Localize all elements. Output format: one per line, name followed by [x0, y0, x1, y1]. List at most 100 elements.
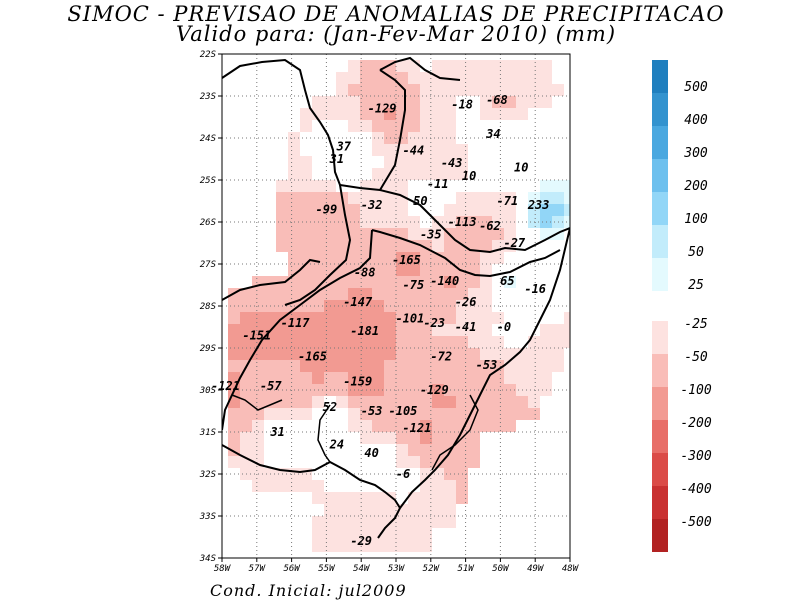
field-cell	[504, 60, 516, 72]
field-cell	[276, 396, 288, 408]
field-cell	[336, 84, 348, 96]
field-cell	[288, 288, 300, 300]
field-cell	[396, 108, 408, 120]
anomaly-value: -129	[368, 102, 397, 116]
field-cell	[360, 348, 372, 360]
field-cell	[420, 432, 432, 444]
colorbar-swatch	[652, 258, 668, 291]
field-cell	[480, 324, 492, 336]
colorbar-label: 25	[688, 278, 704, 293]
anomaly-value: -105	[389, 404, 418, 418]
field-cell	[300, 156, 312, 168]
field-cell	[324, 312, 336, 324]
field-cell	[228, 348, 240, 360]
field-cell	[228, 432, 240, 444]
field-cell	[312, 492, 324, 504]
field-cell	[384, 432, 396, 444]
anomaly-value: -99	[316, 202, 338, 216]
field-cell	[300, 336, 312, 348]
field-cell	[288, 168, 300, 180]
field-cell	[468, 444, 480, 456]
field-cell	[468, 288, 480, 300]
field-cell	[444, 492, 456, 504]
field-cell	[528, 84, 540, 96]
field-cell	[468, 312, 480, 324]
field-cell	[420, 72, 432, 84]
field-cell	[396, 540, 408, 552]
field-cell	[372, 72, 384, 84]
field-cell	[480, 312, 492, 324]
field-cell	[444, 408, 456, 420]
field-cell	[480, 288, 492, 300]
field-cell	[336, 372, 348, 384]
anomaly-value: -57	[260, 379, 282, 393]
field-cell	[552, 360, 564, 372]
field-cell	[372, 540, 384, 552]
field-cell	[348, 528, 360, 540]
field-cell	[540, 180, 552, 192]
colorbar-swatch	[652, 519, 668, 552]
field-cell	[348, 84, 360, 96]
field-cell	[384, 312, 396, 324]
map-subtitle: Valido para: (Jan-Fev-Mar 2010) (mm)	[175, 22, 617, 46]
field-cell	[348, 492, 360, 504]
colorbar-swatch	[652, 93, 668, 126]
field-cell	[324, 516, 336, 528]
field-cell	[360, 204, 372, 216]
field-cell	[324, 528, 336, 540]
field-cell	[396, 456, 408, 468]
field-cell	[456, 360, 468, 372]
field-cell	[480, 348, 492, 360]
field-cell	[276, 336, 288, 348]
field-cell	[372, 312, 384, 324]
colorbar-label: -400	[680, 482, 711, 497]
field-cell	[372, 336, 384, 348]
field-cell	[264, 360, 276, 372]
field-cell	[360, 396, 372, 408]
field-cell	[396, 528, 408, 540]
field-cell	[252, 480, 264, 492]
field-cell	[396, 324, 408, 336]
field-cell	[420, 516, 432, 528]
field-cell	[432, 336, 444, 348]
lon-tick-label: 54W	[353, 564, 371, 574]
field-cell	[372, 516, 384, 528]
anomaly-value: -165	[298, 349, 327, 363]
field-cell	[444, 252, 456, 264]
colorbar-swatch	[652, 453, 668, 486]
field-cell	[372, 420, 384, 432]
field-cell	[396, 408, 408, 420]
field-cell	[396, 60, 408, 72]
field-cell	[456, 156, 468, 168]
field-cell	[348, 252, 360, 264]
field-cell	[348, 108, 360, 120]
field-cell	[324, 192, 336, 204]
field-cell	[408, 144, 420, 156]
anomaly-value: -62	[479, 219, 501, 233]
field-cell	[540, 336, 552, 348]
field-cell	[288, 408, 300, 420]
field-cell	[228, 408, 240, 420]
field-cell	[420, 96, 432, 108]
field-cell	[300, 180, 312, 192]
field-cell	[384, 192, 396, 204]
colorbar-label: 200	[684, 179, 708, 194]
field-cell	[492, 348, 504, 360]
colorbar-swatch	[652, 486, 668, 519]
field-cell	[360, 240, 372, 252]
field-cell	[312, 372, 324, 384]
field-cell	[480, 360, 492, 372]
field-cell	[420, 312, 432, 324]
field-cell	[312, 108, 324, 120]
anomaly-value: 50	[413, 194, 427, 208]
field-cell	[324, 360, 336, 372]
field-cell	[240, 420, 252, 432]
field-cell	[396, 432, 408, 444]
field-cell	[516, 84, 528, 96]
field-cell	[288, 480, 300, 492]
field-cell	[492, 360, 504, 372]
anomaly-value: -88	[354, 265, 376, 279]
field-cell	[420, 324, 432, 336]
field-cell	[456, 408, 468, 420]
field-cell	[540, 348, 552, 360]
